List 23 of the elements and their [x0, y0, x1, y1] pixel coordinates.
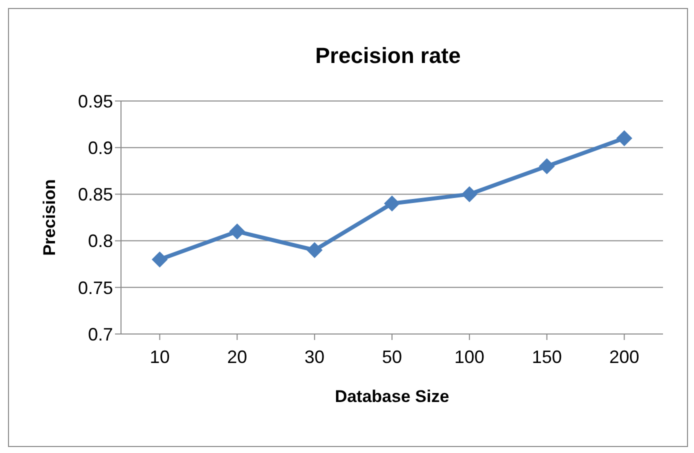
chart-title: Precision rate [314, 43, 462, 69]
point [306, 242, 323, 258]
x-tick-label: 20 [227, 346, 248, 367]
point [538, 158, 555, 174]
y-tick-label: 0.8 [88, 231, 113, 252]
x-tick-label: 100 [454, 346, 484, 367]
y-tick-label: 0.95 [78, 91, 113, 112]
point [461, 186, 478, 202]
x-tick-label: 150 [532, 346, 562, 367]
point [384, 196, 400, 212]
x-tick-label: 10 [150, 346, 170, 367]
point [152, 251, 168, 268]
x-tick-label: 200 [609, 346, 640, 367]
y-tick-label: 0.9 [88, 138, 113, 158]
y-axis-title: Precision [40, 179, 60, 256]
x-tick-label: 50 [382, 346, 402, 367]
point [229, 223, 246, 240]
y-tick-label: 0.75 [78, 278, 113, 298]
x-tick-label: 30 [304, 346, 325, 367]
y-tick-label: 0.85 [78, 184, 113, 205]
point [616, 130, 632, 146]
x-axis-title: Database Size [334, 387, 450, 406]
y-tick-label: 0.7 [88, 324, 113, 344]
